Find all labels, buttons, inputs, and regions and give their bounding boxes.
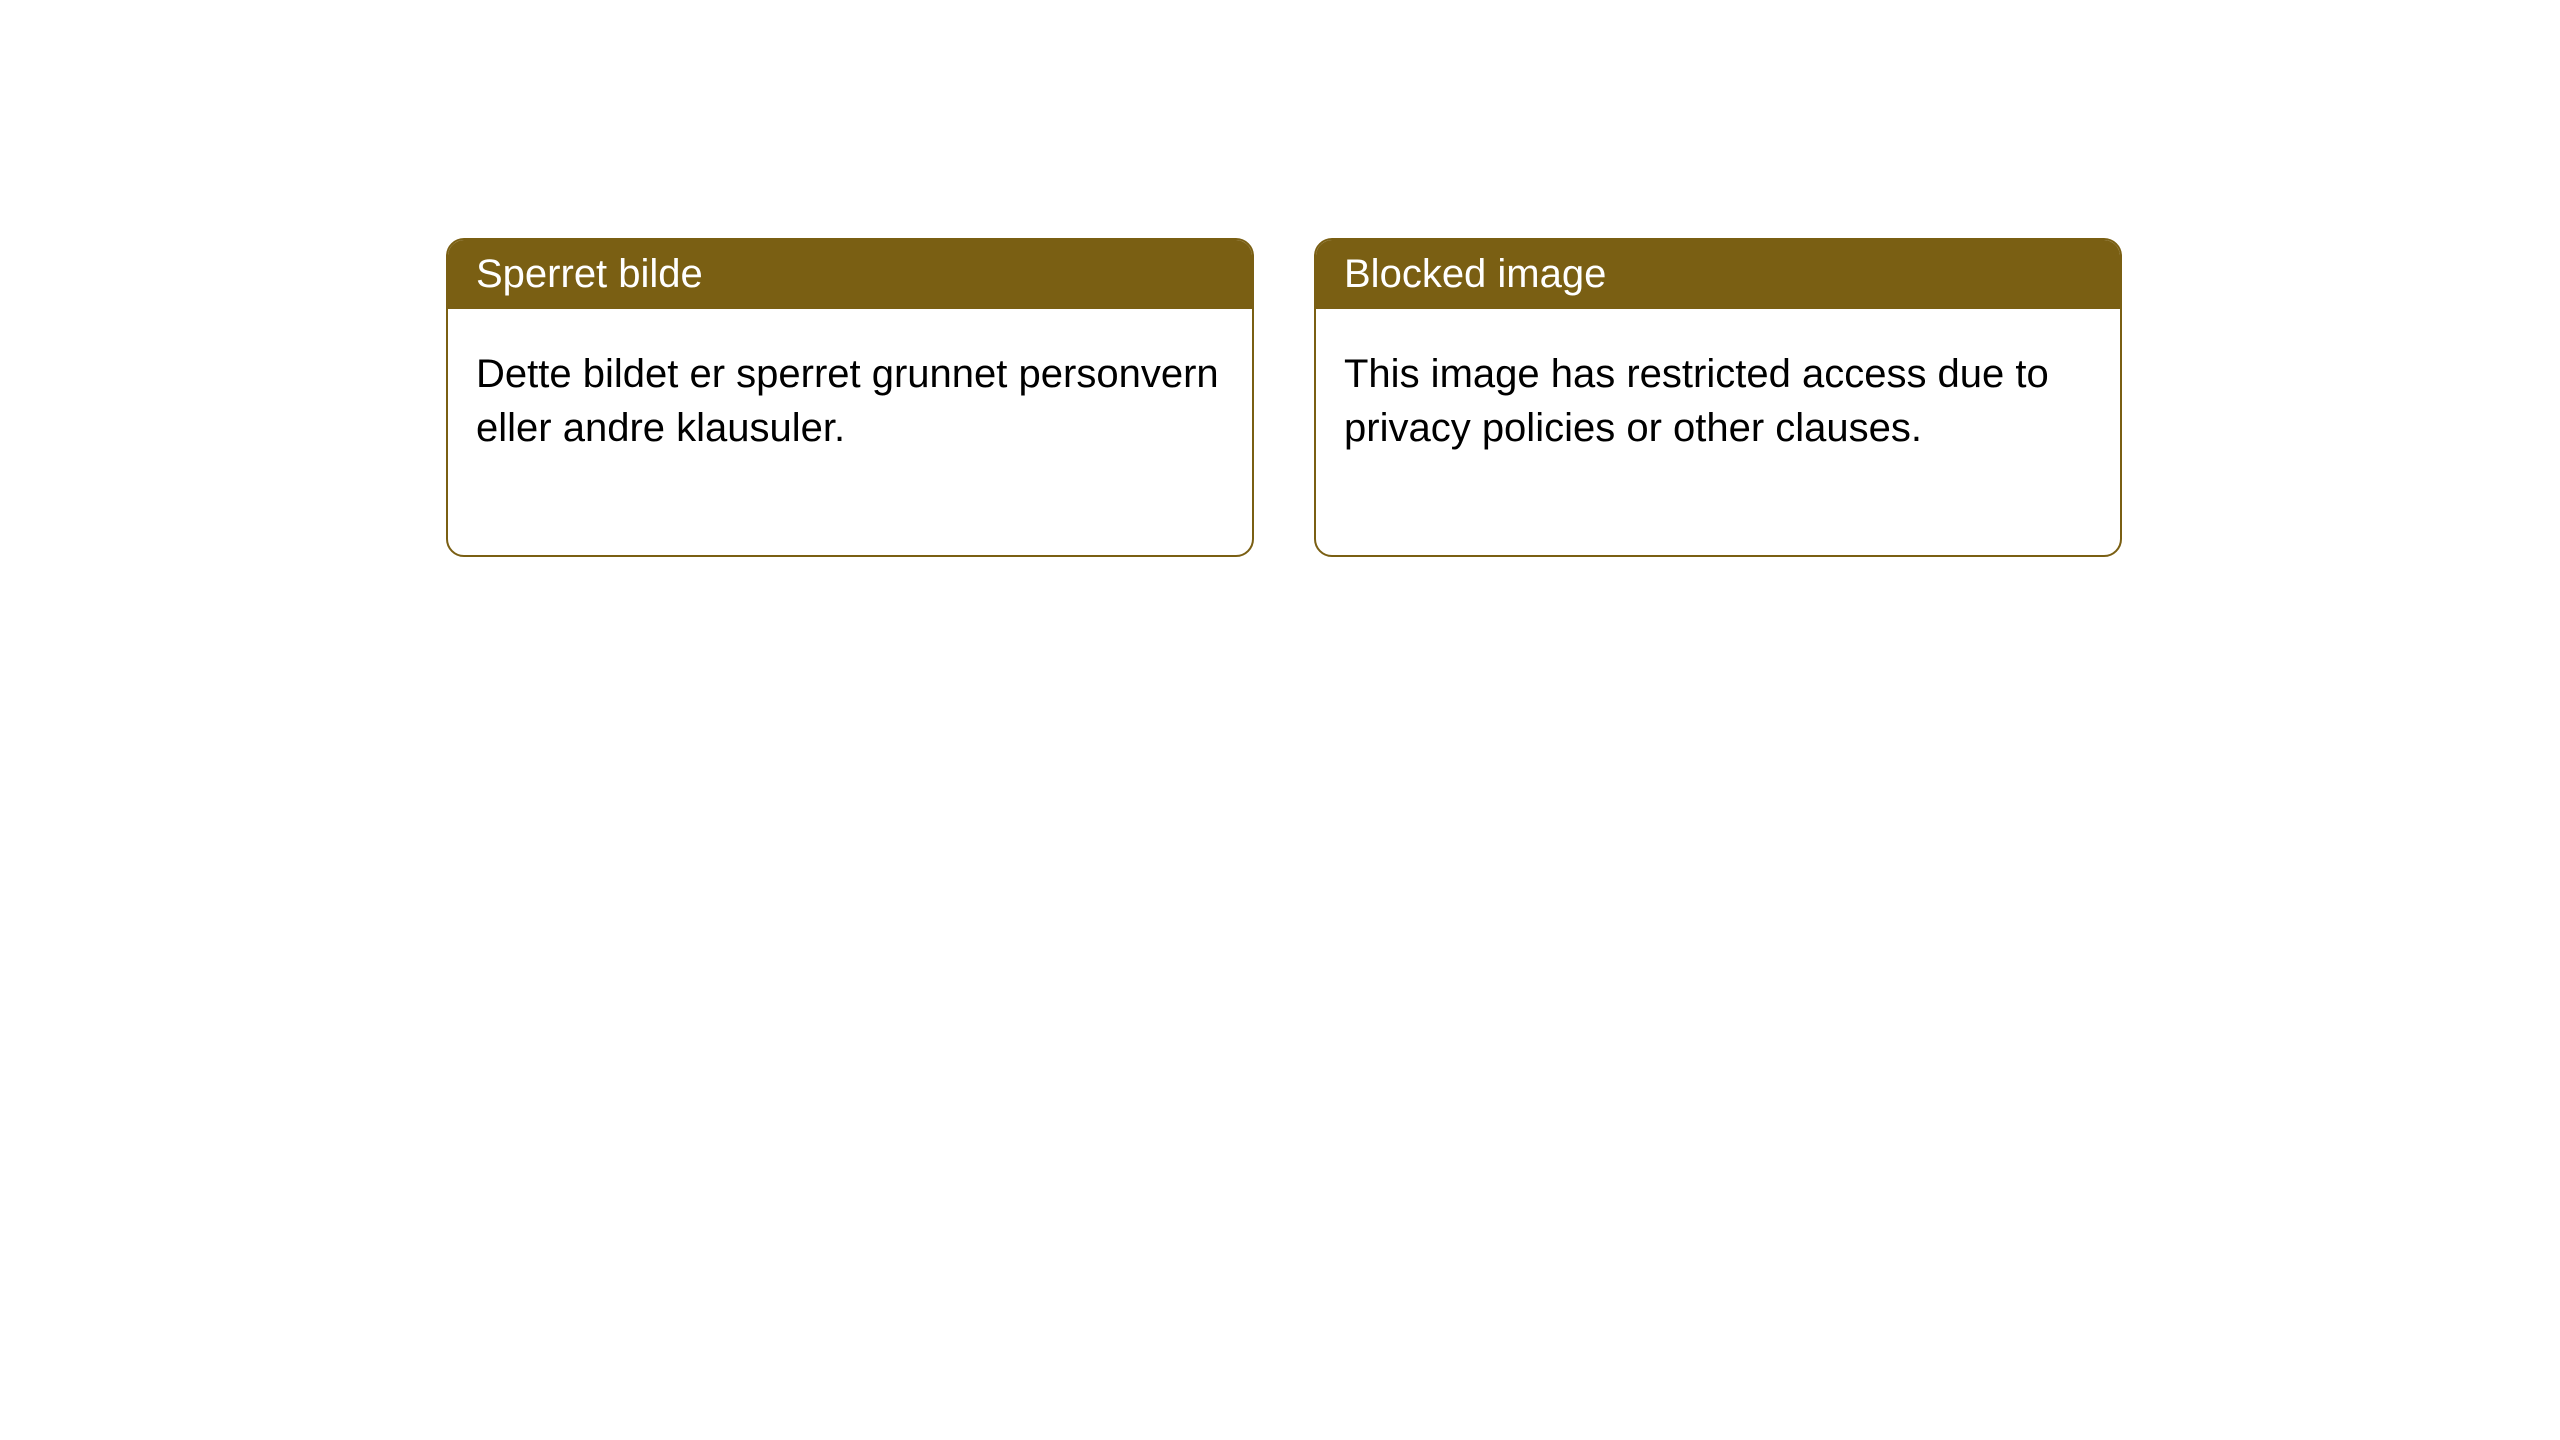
card-body-text: This image has restricted access due to …	[1344, 352, 2049, 450]
card-body: This image has restricted access due to …	[1316, 309, 2120, 555]
notice-card-norwegian: Sperret bilde Dette bildet er sperret gr…	[446, 238, 1254, 557]
notice-card-english: Blocked image This image has restricted …	[1314, 238, 2122, 557]
card-body-text: Dette bildet er sperret grunnet personve…	[476, 352, 1219, 450]
card-title: Blocked image	[1344, 252, 1606, 296]
notice-container: Sperret bilde Dette bildet er sperret gr…	[0, 0, 2560, 557]
card-header: Blocked image	[1316, 240, 2120, 309]
card-header: Sperret bilde	[448, 240, 1252, 309]
card-title: Sperret bilde	[476, 252, 703, 296]
card-body: Dette bildet er sperret grunnet personve…	[448, 309, 1252, 555]
